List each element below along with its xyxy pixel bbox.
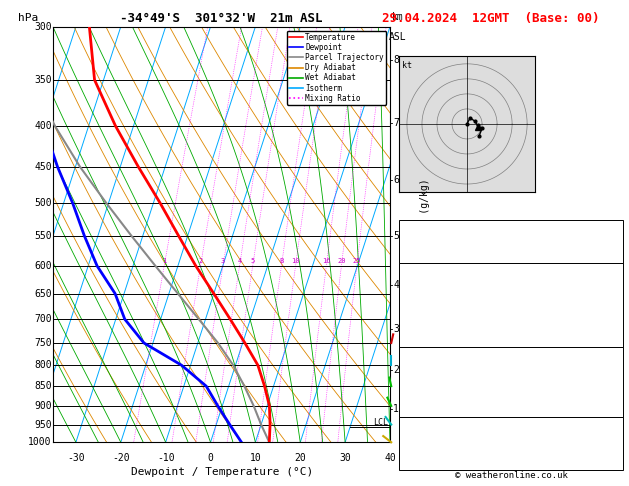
Text: 400: 400	[34, 121, 52, 131]
Text: 4: 4	[237, 258, 242, 264]
Text: 750: 750	[601, 357, 619, 367]
Text: 3: 3	[393, 324, 399, 334]
Text: 1: 1	[162, 258, 166, 264]
Text: 4: 4	[393, 280, 399, 290]
Text: -20: -20	[112, 452, 130, 463]
Text: 1000: 1000	[28, 437, 52, 447]
Text: 850: 850	[34, 381, 52, 391]
Text: ASL: ASL	[389, 32, 406, 42]
Text: StmDir: StmDir	[403, 449, 438, 459]
Text: 20: 20	[337, 258, 346, 264]
Text: kt: kt	[403, 61, 413, 70]
Text: 302: 302	[601, 298, 619, 308]
Text: 327°: 327°	[596, 449, 619, 459]
Text: hPa: hPa	[18, 13, 38, 22]
Text: StmSpd (kt): StmSpd (kt)	[403, 460, 468, 470]
Text: Totals Totals: Totals Totals	[403, 237, 479, 247]
Text: 30: 30	[607, 460, 619, 470]
Text: CAPE (J): CAPE (J)	[403, 394, 450, 404]
Text: 10: 10	[291, 258, 300, 264]
Text: 25: 25	[352, 258, 361, 264]
Text: Temp (°C): Temp (°C)	[403, 273, 456, 283]
Text: Hodograph: Hodograph	[484, 419, 538, 429]
Text: -10: -10	[157, 452, 174, 463]
Text: CIN (J): CIN (J)	[403, 406, 444, 416]
Text: CAPE (J): CAPE (J)	[403, 323, 450, 333]
Text: 0: 0	[613, 336, 619, 346]
Text: 37: 37	[607, 406, 619, 416]
Text: 30: 30	[339, 452, 351, 463]
Text: PW (cm): PW (cm)	[403, 251, 444, 261]
Text: Mixing Ratio (g/kg): Mixing Ratio (g/kg)	[420, 179, 430, 290]
Text: CIN (J): CIN (J)	[403, 336, 444, 346]
Text: -30: -30	[67, 452, 85, 463]
Text: 800: 800	[34, 360, 52, 370]
Text: K: K	[403, 224, 409, 234]
Text: 450: 450	[34, 162, 52, 172]
Text: Dewpoint / Temperature (°C): Dewpoint / Temperature (°C)	[131, 467, 313, 477]
Text: Dewp (°C): Dewp (°C)	[403, 286, 456, 295]
Text: 19: 19	[607, 224, 619, 234]
Text: 325: 325	[601, 369, 619, 380]
Text: 7: 7	[393, 118, 399, 127]
Text: EH: EH	[403, 427, 415, 437]
Text: Most Unstable: Most Unstable	[473, 349, 549, 360]
Text: 500: 500	[34, 198, 52, 208]
Text: 750: 750	[34, 338, 52, 348]
Text: 600: 600	[34, 261, 52, 271]
Text: 1: 1	[393, 403, 399, 414]
Text: Pressure (mb): Pressure (mb)	[403, 357, 479, 367]
Text: Surface: Surface	[491, 265, 532, 276]
Text: 6: 6	[393, 175, 399, 185]
Text: Lifted Index: Lifted Index	[403, 382, 474, 392]
Text: 2: 2	[198, 258, 203, 264]
Text: 40: 40	[384, 452, 396, 463]
Text: B: B	[279, 258, 284, 264]
Text: 16: 16	[322, 258, 331, 264]
Text: 2.54: 2.54	[596, 251, 619, 261]
Text: -146: -146	[596, 427, 619, 437]
Text: θₑ(K): θₑ(K)	[403, 298, 433, 308]
Text: 14: 14	[607, 311, 619, 321]
Text: 0: 0	[208, 452, 213, 463]
Text: 6.9: 6.9	[601, 286, 619, 295]
Text: Lifted Index: Lifted Index	[403, 311, 474, 321]
Text: 9: 9	[613, 438, 619, 448]
Text: 350: 350	[34, 75, 52, 85]
Text: LCL: LCL	[373, 418, 387, 428]
Legend: Temperature, Dewpoint, Parcel Trajectory, Dry Adiabat, Wet Adiabat, Isotherm, Mi: Temperature, Dewpoint, Parcel Trajectory…	[287, 31, 386, 105]
Text: 650: 650	[34, 289, 52, 298]
Text: 8: 8	[393, 54, 399, 65]
Text: 900: 900	[34, 401, 52, 411]
Text: θₑ (K): θₑ (K)	[403, 369, 438, 380]
Text: SREH: SREH	[403, 438, 426, 448]
Text: © weatheronline.co.uk: © weatheronline.co.uk	[455, 470, 567, 480]
Text: 300: 300	[34, 22, 52, 32]
Text: 29.04.2024  12GMT  (Base: 00): 29.04.2024 12GMT (Base: 00)	[382, 12, 599, 25]
Text: 2: 2	[393, 365, 399, 375]
Text: 0: 0	[613, 323, 619, 333]
Text: 10: 10	[250, 452, 261, 463]
Text: 550: 550	[34, 231, 52, 241]
Text: 25: 25	[607, 394, 619, 404]
Text: -34°49'S  301°32'W  21m ASL: -34°49'S 301°32'W 21m ASL	[121, 12, 323, 25]
Text: 700: 700	[34, 314, 52, 324]
Text: 5: 5	[393, 231, 399, 241]
Text: 5: 5	[250, 258, 255, 264]
Text: 20: 20	[294, 452, 306, 463]
Text: 33: 33	[607, 237, 619, 247]
Text: km: km	[392, 12, 403, 22]
Text: 3: 3	[221, 258, 225, 264]
Text: 13.1: 13.1	[596, 273, 619, 283]
Text: 0: 0	[613, 382, 619, 392]
Text: 950: 950	[34, 419, 52, 430]
